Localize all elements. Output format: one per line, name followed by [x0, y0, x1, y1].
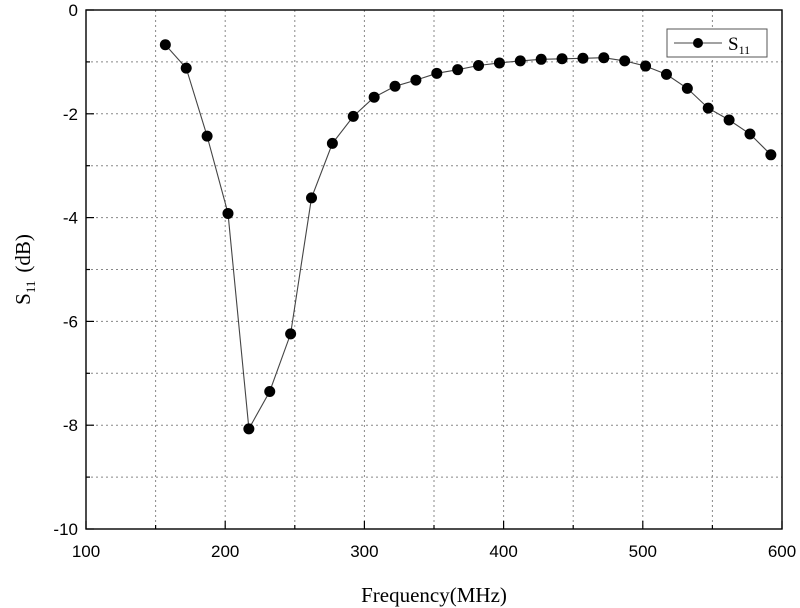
series-line [164, 44, 772, 431]
data-point [640, 60, 652, 72]
legend-label: S11 [728, 34, 750, 57]
grid-lines [86, 10, 782, 529]
data-point [389, 80, 401, 92]
data-point [243, 423, 255, 435]
data-point [744, 128, 756, 140]
data-point [285, 328, 297, 340]
data-point [702, 102, 714, 114]
y-axis-title-unit: (dB) [11, 234, 35, 273]
y-axis-title-main: S [11, 293, 35, 305]
legend: S11 [666, 28, 768, 58]
data-point [598, 52, 610, 64]
y-tick-label: -4 [63, 209, 78, 228]
x-tick-label: 400 [489, 542, 517, 561]
y-axis-title-sub: 11 [23, 281, 38, 294]
legend-label-main: S [728, 34, 739, 55]
data-point [514, 55, 526, 67]
data-point [347, 110, 359, 122]
y-tick-label: -10 [53, 520, 78, 539]
data-point [326, 137, 338, 149]
legend-marker [693, 38, 703, 48]
y-tick-label: -8 [63, 416, 78, 435]
x-tick-label: 600 [768, 542, 796, 561]
x-axis-title: Frequency(MHz) [361, 583, 507, 607]
data-point [765, 149, 777, 161]
series-s11 [159, 39, 777, 435]
y-tick-label: -2 [63, 105, 78, 124]
legend-label-sub: 11 [739, 43, 751, 57]
y-tick-label: 0 [69, 1, 78, 20]
x-tick-label: 100 [72, 542, 100, 561]
data-point [222, 207, 234, 219]
data-point [723, 114, 735, 126]
x-tick-label: 200 [211, 542, 239, 561]
data-point [660, 68, 672, 80]
data-point [368, 91, 380, 103]
data-point [681, 82, 693, 94]
data-point [306, 192, 318, 204]
data-point [201, 130, 213, 142]
tick-labels: 100 200 300 400 500 600 0 -2 -4 -6 -8 -10 [53, 1, 796, 561]
data-point [452, 64, 464, 76]
data-point [619, 55, 631, 67]
data-point [431, 67, 443, 79]
x-tick-label: 300 [350, 542, 378, 561]
x-tick-label: 500 [629, 542, 657, 561]
data-point [535, 53, 547, 65]
data-point [493, 57, 505, 69]
data-point [410, 74, 422, 86]
data-point [264, 385, 276, 397]
data-point [473, 60, 485, 72]
data-point [556, 53, 568, 65]
data-point [159, 39, 171, 51]
data-point [577, 52, 589, 64]
y-axis-title: S11 (dB) [11, 234, 38, 305]
data-point [180, 62, 192, 74]
axis-ticks [85, 9, 783, 530]
y-tick-label: -6 [63, 312, 78, 331]
